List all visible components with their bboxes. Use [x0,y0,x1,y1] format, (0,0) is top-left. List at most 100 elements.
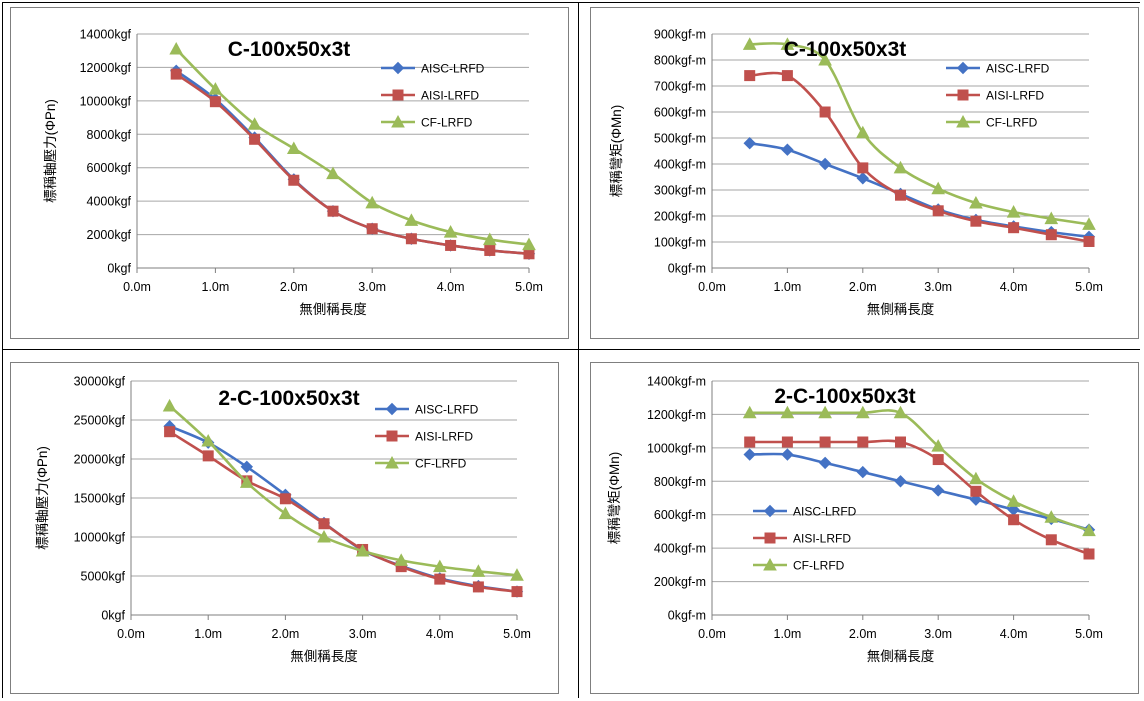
series-line-cf-lrfd [168,404,518,577]
data-point-aisi-lrfd [164,426,176,438]
y-tick-label: 15000kgf [74,492,126,506]
y-tick-label: 1000kgf-m [647,441,706,455]
chart-c-moment: 0kgf-m 100kgf-m 200kgf-m 300kgf-m 400kgf-m 50… [590,7,1139,339]
y-tick-label: 200kgf-m [654,210,706,224]
y-tick-label: 700kgf-m [654,80,706,94]
x-tick-label: 5.0m [1075,627,1103,641]
y-tick-label: 400kgf-m [654,158,706,172]
data-point-cf-lrfd [317,529,331,543]
y-tick-label: 30000kgf [74,375,126,389]
data-point-cf-lrfd [201,434,216,447]
x-tick-label: 5.0m [515,280,543,294]
table-cell-top-left: 0kgf 2000kgf 4000kgf 6000kgf 8000kgf 10000kgf… [2,2,578,349]
legend-label-aisc-lrfd: AISC-LRFD [421,62,485,76]
x-tick-label: 4.0m [1000,627,1028,641]
x-tick-label: 3.0m [349,627,377,641]
x-tick-label: 3.0m [358,280,386,294]
data-point-aisc-lrfd [781,448,794,461]
legend-label-aisi-lrfd: AISI-LRFD [986,89,1044,103]
data-point-aisi-lrfd [781,436,793,448]
data-point-aisi-lrfd [249,133,261,145]
data-point-cf-lrfd [1044,211,1059,225]
series-line-cf-lrfd [175,48,530,246]
data-point-cf-lrfd [780,405,795,419]
data-point-aisi-lrfd [202,450,214,462]
legend-label-aisi-lrfd: AISI-LRFD [421,89,479,103]
data-point-cf-lrfd [482,232,497,246]
legend-label-cf-lrfd: CF-LRFD [415,457,467,471]
data-point-cf-lrfd [969,471,983,485]
y-tick-label: 0kgf-m [668,609,706,623]
data-point-aisi-lrfd [288,174,300,186]
data-point-cf-lrfd [969,195,983,209]
data-point-aisi-lrfd [318,518,330,530]
series-line-aisi-lrfd [175,73,530,256]
series-line-aisc-lrfd [749,452,1090,532]
data-point-cf-lrfd [522,237,536,251]
data-point-aisc-lrfd [818,157,832,171]
series-line-aisi-lrfd [749,71,1090,243]
y-tick-label: 1400kgf-m [647,375,706,389]
x-tick-label: 2.0m [849,627,877,641]
x-tick-label: 5.0m [503,627,531,641]
data-point-aisi-lrfd [819,436,831,448]
series-line-aisc-lrfd [749,141,1090,239]
chart-2c-axial: 0kgf 5000kgf 10000kgf 15000kgf 20000kgf 25000… [10,362,559,694]
data-point-aisi-lrfd [895,436,906,448]
y-tick-label: 4000kgf [87,195,132,209]
data-point-aisc-lrfd [856,465,870,479]
x-tick-label: 2.0m [280,280,308,294]
data-point-cf-lrfd [818,405,832,419]
data-point-cf-lrfd [931,439,946,452]
data-point-aisi-lrfd [781,70,793,82]
data-point-aisi-lrfd [327,205,339,217]
data-point-cf-lrfd [1082,217,1096,230]
data-point-aisc-lrfd [743,448,756,461]
x-axis-title: 無側稱長度 [867,649,935,664]
x-tick-label: 0.0m [698,627,726,641]
y-tick-label: 600kgf-m [654,508,706,522]
x-tick-label: 2.0m [849,280,877,294]
data-point-aisi-lrfd [366,223,378,235]
data-point-aisi-lrfd [970,215,982,227]
legend-label-aisi-lrfd: AISI-LRFD [415,430,473,444]
data-point-aisc-lrfd [818,456,832,470]
y-tick-label: 25000kgf [74,414,126,428]
y-tick-label: 5000kgf [81,570,126,584]
x-tick-label: 5.0m [1075,280,1103,294]
data-point-aisi-lrfd [895,189,906,201]
legend-label-aisi-lrfd: AISI-LRFD [793,532,851,546]
data-point-aisi-lrfd [170,68,182,80]
data-point-cf-lrfd [239,475,254,488]
chart-2c-moment: 0kgf-m 200kgf-m 400kgf-m 600kgf-m 800kgf-m 10… [590,362,1139,694]
series-line-cf-lrfd [749,42,1090,226]
y-tick-label: 8000kgf [87,128,132,142]
data-point-cf-lrfd [893,405,908,419]
legend-label-cf-lrfd: CF-LRFD [986,116,1038,130]
x-tick-label: 0.0m [698,280,726,294]
data-point-cf-lrfd [326,166,340,180]
legend-marker-aisc-lrfd [385,402,399,416]
data-point-cf-lrfd [780,37,795,50]
legend-marker-aisc-lrfd [763,504,777,518]
series-line-aisi-lrfd [168,430,518,593]
data-point-cf-lrfd [471,564,486,577]
x-tick-label: 2.0m [272,627,300,641]
data-point-aisi-lrfd [970,485,982,497]
data-point-cf-lrfd [855,405,870,419]
data-point-cf-lrfd [1044,510,1059,523]
table-cell-bottom-right: 0kgf-m 200kgf-m 400kgf-m 600kgf-m 800kgf-m 10… [578,349,1140,698]
data-point-cf-lrfd [855,125,870,139]
y-tick-label: 1200kgf-m [647,408,706,422]
x-tick-label: 1.0m [774,280,802,294]
data-point-aisi-lrfd [857,162,869,174]
data-point-cf-lrfd [404,213,419,226]
data-point-cf-lrfd [278,506,293,520]
legend-marker-cf-lrfd [385,455,399,469]
data-point-cf-lrfd [247,117,262,130]
series-line-aisc-lrfd [169,425,518,593]
data-point-cf-lrfd [365,195,380,209]
y-tick-label: 100kgf-m [654,236,706,250]
